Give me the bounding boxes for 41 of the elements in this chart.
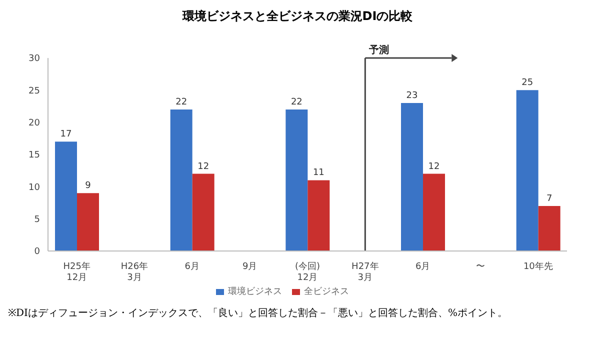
data-label: 23 — [406, 91, 418, 102]
x-tick-label: H26年 3月 — [120, 261, 148, 283]
bar — [170, 109, 192, 251]
text: ※DIはディフュージョン・インデックスで、「良い」と回答した割合－「悪い」と回答した割合、%ポイント。 — [8, 306, 508, 320]
bar — [308, 180, 330, 251]
data-label: 7 — [546, 194, 552, 204]
data-label: 22 — [290, 97, 302, 108]
y-tick-label: 15 — [28, 150, 40, 161]
x-tick-label: H25年 12月 — [63, 261, 90, 283]
data-label: 22 — [176, 97, 188, 108]
data-label: 12 — [428, 162, 440, 172]
x-tick-label: 9月 — [242, 262, 258, 272]
data-label: 11 — [312, 168, 324, 178]
y-tick-label: 0 — [34, 247, 40, 258]
data-label: 17 — [60, 130, 72, 140]
y-tick-label: 25 — [28, 86, 40, 96]
x-tick-label: 10年先 — [523, 261, 553, 272]
bar — [538, 206, 560, 251]
legend-label: 環境ビジネス — [228, 287, 282, 297]
legend-label: 全ビジネス — [304, 287, 349, 297]
x-tick-label: 〜 — [476, 262, 485, 272]
chart-title: 環境ビジネスと全ビジネスの業況DIの比較 — [181, 8, 414, 25]
y-tick-label: 30 — [28, 54, 40, 64]
y-tick-label: 10 — [28, 182, 40, 193]
data-label: 12 — [198, 162, 210, 172]
data-label: 9 — [85, 181, 92, 192]
x-tick-label: 6月 — [184, 262, 200, 272]
bar — [192, 174, 214, 251]
bar — [401, 103, 423, 251]
ref-line-label: 予測 — [368, 44, 390, 56]
bar — [55, 142, 77, 251]
bar — [423, 174, 445, 251]
x-tick-label: (今回) 12月 — [294, 261, 320, 283]
bar — [77, 193, 99, 251]
x-tick-label: H27年 3月 — [352, 261, 379, 283]
x-tick-label: 6月 — [415, 262, 430, 272]
bar — [516, 90, 538, 251]
data-label: 25 — [522, 78, 534, 88]
y-tick-label: 5 — [34, 215, 40, 226]
bar — [286, 109, 308, 251]
y-tick-label: 20 — [28, 118, 40, 129]
